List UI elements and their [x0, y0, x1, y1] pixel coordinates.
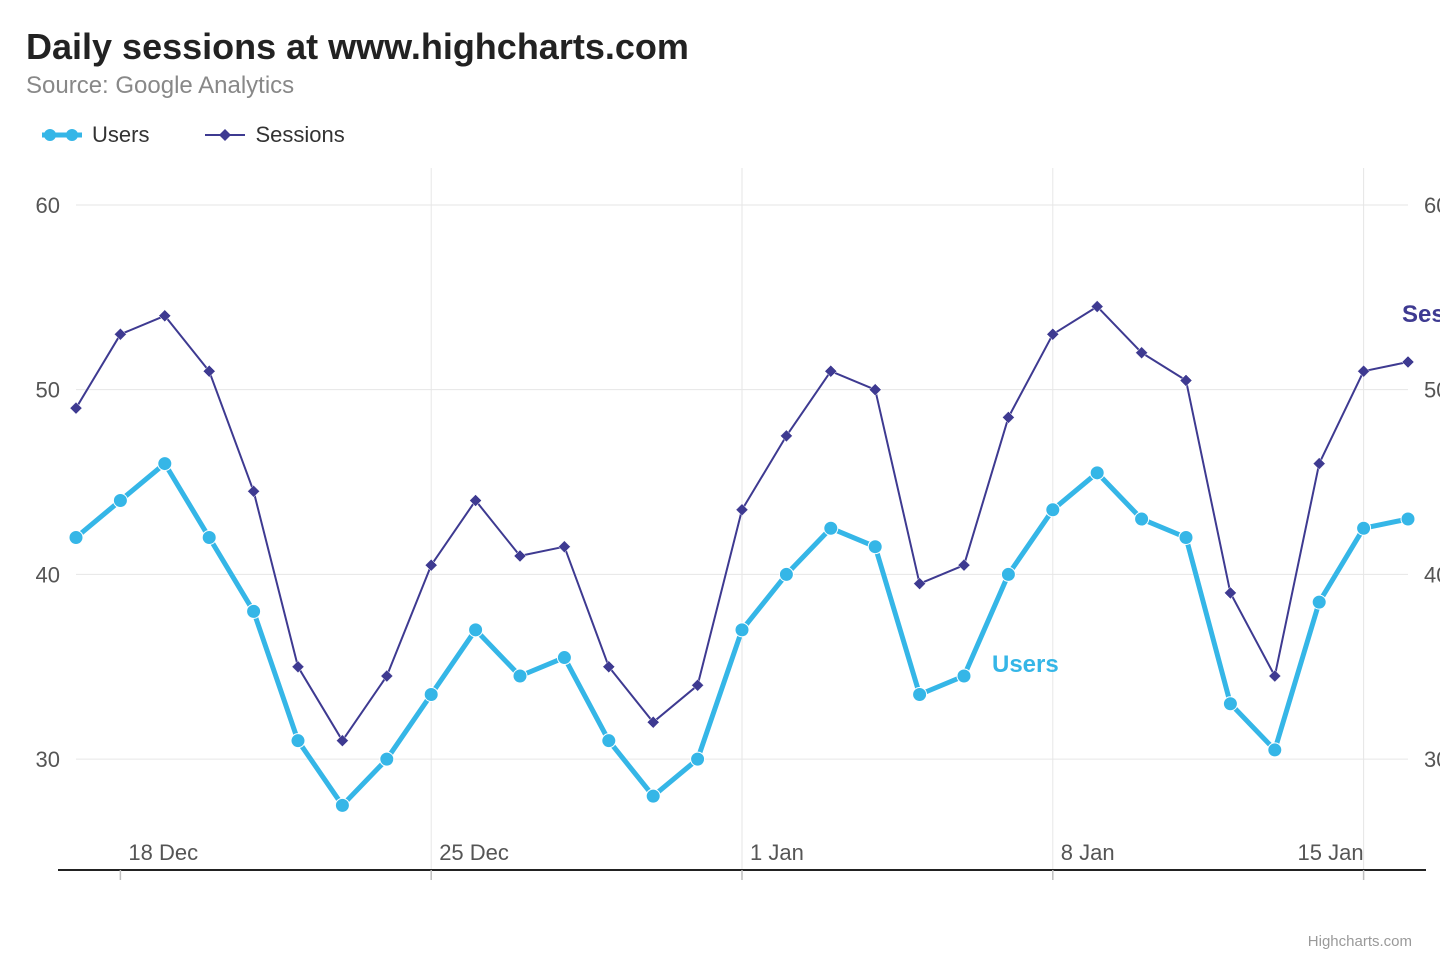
- svg-text:25 Dec: 25 Dec: [439, 840, 509, 865]
- plot-area: 304050603040506018 Dec25 Dec1 Jan8 Jan15…: [24, 160, 1416, 920]
- legend-label-sessions: Sessions: [255, 122, 344, 148]
- svg-text:30: 30: [36, 747, 60, 772]
- chart-svg: 30 40 50 60 30 40 50 60 18 Dec 25 Dec 1 Jan 8 Jan 15…: [24, 160, 1440, 920]
- svg-text:18 Dec: 18 Dec: [128, 840, 198, 865]
- svg-text:60: 60: [1424, 193, 1440, 218]
- legend-swatch-users: [42, 126, 82, 144]
- svg-text:Sessions: Sessions: [1402, 301, 1440, 328]
- chart-subtitle: Source: Google Analytics: [26, 72, 1416, 100]
- legend: Users Sessions: [42, 122, 1416, 148]
- svg-text:50: 50: [36, 378, 60, 403]
- legend-swatch-sessions: [205, 126, 245, 144]
- svg-text:40: 40: [36, 562, 60, 587]
- chart-title: Daily sessions at www.highcharts.com: [26, 26, 1416, 68]
- svg-text:8 Jan: 8 Jan: [1061, 840, 1115, 865]
- svg-text:30: 30: [1424, 747, 1440, 772]
- svg-text:Users: Users: [992, 651, 1059, 678]
- svg-text:1 Jan: 1 Jan: [750, 840, 804, 865]
- legend-label-users: Users: [92, 122, 149, 148]
- svg-text:40: 40: [1424, 562, 1440, 587]
- svg-text:60: 60: [36, 193, 60, 218]
- svg-text:15 Jan: 15 Jan: [1298, 840, 1364, 865]
- chart-container: Daily sessions at www.highcharts.com Sou…: [0, 0, 1440, 960]
- legend-item-users[interactable]: Users: [42, 122, 149, 148]
- svg-text:50: 50: [1424, 378, 1440, 403]
- legend-item-sessions[interactable]: Sessions: [205, 122, 344, 148]
- credits-link[interactable]: Highcharts.com: [1308, 933, 1412, 950]
